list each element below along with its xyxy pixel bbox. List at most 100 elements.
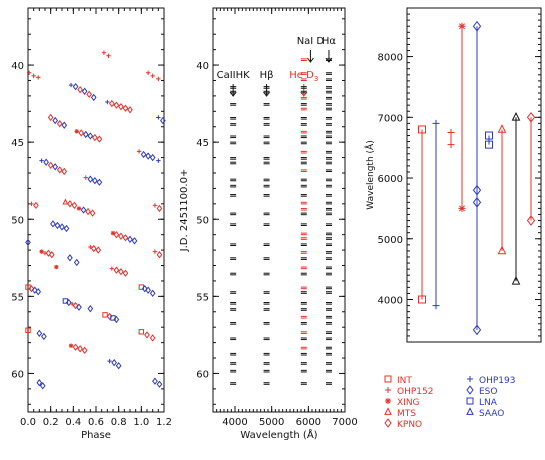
line-arrow-head xyxy=(307,57,314,63)
data-point-shape xyxy=(25,327,31,333)
data-point-shape xyxy=(149,334,156,342)
legend-marker xyxy=(466,397,474,405)
data-point-shape xyxy=(122,269,129,277)
data-point-shape xyxy=(102,312,108,318)
data-point xyxy=(118,103,124,111)
data-point xyxy=(35,288,42,296)
data-point xyxy=(39,249,44,254)
data-point xyxy=(41,332,47,341)
range-marker-bottom xyxy=(418,295,426,304)
data-point-shape xyxy=(88,244,93,250)
data-point xyxy=(47,113,54,122)
data-point xyxy=(113,315,120,324)
data-point-shape xyxy=(67,200,73,208)
legend-label-eso: ESO xyxy=(479,387,497,397)
data-point-shape xyxy=(122,104,129,112)
legend-label-xing: XING xyxy=(397,398,420,408)
data-point-shape xyxy=(41,332,47,341)
y-tick-label: 7000 xyxy=(378,113,403,124)
data-point-shape xyxy=(67,254,73,262)
data-point xyxy=(96,178,103,186)
data-point-shape xyxy=(74,129,79,134)
legend-label-ohp193: OHP193 xyxy=(479,376,515,386)
data-point-shape xyxy=(156,115,161,120)
data-point xyxy=(31,73,36,79)
data-point-shape xyxy=(71,201,78,210)
data-point-shape xyxy=(156,76,161,82)
data-point-shape xyxy=(87,175,94,183)
data-point-shape xyxy=(144,331,150,339)
data-point xyxy=(92,133,98,142)
data-point xyxy=(72,82,79,91)
data-point-shape xyxy=(113,230,120,239)
data-point xyxy=(160,116,166,125)
range-marker-bottom xyxy=(472,196,482,208)
range-marker-top xyxy=(472,20,482,32)
data-point-shape xyxy=(95,246,102,254)
data-point-shape xyxy=(36,75,41,80)
line-label-h: Hβ xyxy=(260,70,274,81)
data-point-shape xyxy=(152,249,158,254)
data-point xyxy=(25,238,31,247)
data-point-shape xyxy=(106,53,111,59)
data-point xyxy=(152,249,158,254)
data-point-shape xyxy=(73,258,80,267)
legend-marker xyxy=(384,407,392,415)
data-point-shape xyxy=(31,286,38,294)
data-point xyxy=(33,201,39,210)
legend-marker-shape xyxy=(466,397,474,405)
x-tick-label: 1.2 xyxy=(156,417,172,428)
data-point xyxy=(136,149,142,154)
data-point-shape xyxy=(39,249,44,254)
legend-marker xyxy=(467,376,473,382)
data-point xyxy=(122,234,129,242)
data-point xyxy=(90,244,97,253)
wavelength-panel: 4000 5000 6000 7000 40 45 50 55 60 Wavelength (Å)… xyxy=(179,7,358,441)
y-axis-label: Wavelength (Å) xyxy=(364,140,376,209)
data-point-shape xyxy=(25,238,31,247)
data-point xyxy=(52,116,59,125)
data-point-shape xyxy=(83,175,88,180)
data-point xyxy=(47,161,54,169)
data-point xyxy=(106,53,111,59)
y-tick-label: 45 xyxy=(11,138,24,149)
data-point-shape xyxy=(122,234,129,242)
legend-label-int: INT xyxy=(397,376,412,386)
x-tick-label: 0.4 xyxy=(65,417,81,428)
data-point xyxy=(39,158,44,163)
data-point-shape xyxy=(28,284,35,293)
data-point xyxy=(156,251,163,259)
data-point-shape xyxy=(31,73,36,79)
data-point-shape xyxy=(76,206,82,211)
data-point-shape xyxy=(68,82,74,88)
data-point-shape xyxy=(45,249,52,257)
data-point xyxy=(105,99,110,105)
legend-label-mts: MTS xyxy=(397,409,416,419)
range-marker-bottom-shape xyxy=(418,295,426,304)
legend-marker xyxy=(385,387,391,393)
range-marker-bottom xyxy=(497,245,507,255)
data-point xyxy=(72,301,79,310)
legend-label-ohp152: OHP152 xyxy=(397,387,433,397)
data-point-shape xyxy=(109,266,115,271)
data-point-shape xyxy=(81,87,88,95)
data-point-shape xyxy=(70,301,75,307)
data-point-shape xyxy=(77,345,83,353)
data-point xyxy=(102,312,108,318)
range-marker-bottom-shape xyxy=(432,302,440,310)
range-marker-top-shape xyxy=(447,128,455,136)
legend-marker-shape xyxy=(384,418,392,428)
data-point-shape xyxy=(156,204,163,213)
data-point xyxy=(67,200,73,208)
legend-marker-shape xyxy=(384,375,392,383)
range-marker-bottom-shape xyxy=(511,275,521,285)
range-marker-top-shape xyxy=(485,131,493,140)
data-point-shape xyxy=(152,203,158,208)
line-label-h: Hα xyxy=(322,36,337,47)
data-point-shape xyxy=(145,152,151,160)
y-tick-label: 6000 xyxy=(378,174,403,185)
data-point xyxy=(156,204,163,213)
data-point xyxy=(61,167,68,176)
